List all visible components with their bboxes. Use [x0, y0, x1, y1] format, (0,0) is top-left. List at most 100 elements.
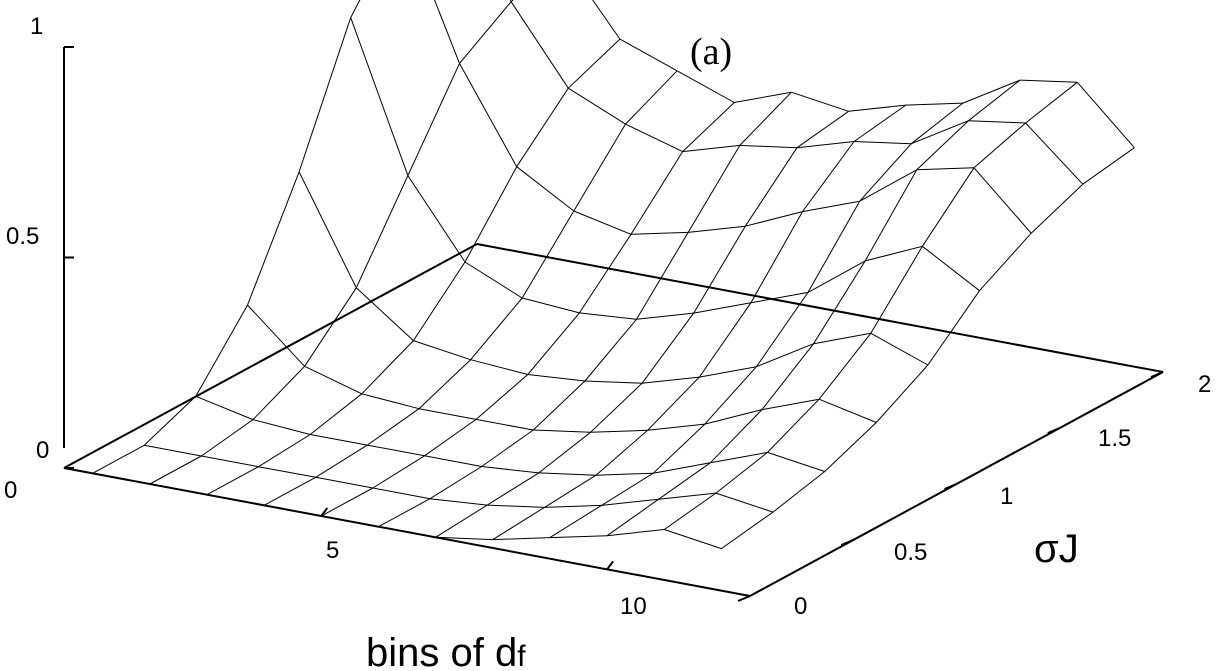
y-tick — [1047, 427, 1061, 434]
mesh-segment-x — [693, 302, 751, 314]
mesh-segment-y — [252, 365, 305, 420]
mesh-segment-x — [688, 225, 746, 233]
mesh-segment-y — [361, 340, 414, 395]
mesh-segment-x — [476, 418, 534, 431]
mesh-segment-y — [647, 376, 700, 431]
mesh-segment-y — [481, 429, 534, 467]
y-tick — [840, 539, 854, 546]
z-tick-label-1: 1 — [30, 13, 43, 40]
mesh-segment-y — [698, 302, 752, 378]
mesh-segment-x — [549, 535, 608, 539]
y-tick-label-2: 2 — [1198, 371, 1211, 398]
mesh-segment-y — [304, 287, 357, 367]
mesh-segment-y — [309, 393, 363, 435]
mesh-segment-x — [492, 537, 550, 541]
x-tick — [320, 507, 329, 517]
mesh-segment-y — [355, 175, 409, 289]
mesh-segment-y — [1082, 147, 1135, 185]
mesh-segment-y — [802, 141, 855, 212]
mesh-segment-y — [201, 419, 254, 457]
mesh-segment-x — [922, 245, 980, 292]
mesh-segment-y — [739, 91, 792, 146]
mesh-segment-y — [916, 120, 969, 171]
mesh-segment-y — [590, 382, 643, 433]
mesh-segment-x — [361, 393, 420, 410]
mesh-segment-x — [247, 304, 305, 367]
mesh-segment-y — [459, 1, 512, 64]
mesh-segment-y — [767, 398, 820, 453]
panel-label: (a) — [690, 31, 732, 73]
mesh-segment-x — [818, 398, 877, 423]
mesh-segment-x — [418, 408, 477, 420]
floor-edge-back — [476, 243, 1164, 373]
floor-edge-left — [63, 243, 478, 469]
mesh-segment-y — [532, 380, 586, 431]
mesh-segment-x — [848, 104, 906, 112]
mesh-segment-y — [544, 474, 597, 508]
mesh-segment-x — [258, 466, 316, 478]
mesh-segment-x — [653, 462, 711, 474]
mesh-segment-x — [642, 376, 700, 384]
mesh-segment-x — [647, 423, 705, 431]
mesh-segment-x — [601, 498, 659, 506]
mesh-segment-y — [625, 70, 678, 125]
mesh-segment-y — [927, 290, 980, 366]
mesh-segment-y — [527, 312, 580, 375]
mesh-segment-y — [796, 110, 849, 149]
mesh-segment-x — [407, 175, 466, 263]
mesh-segment-x — [865, 245, 923, 262]
mesh-segment-y — [853, 104, 907, 142]
mesh-segment-x — [704, 409, 763, 425]
mesh-segment-y — [475, 374, 529, 420]
x-axis-title-main: bins of d — [366, 631, 517, 671]
mesh-segment-y — [910, 102, 964, 145]
mesh-segment-x — [434, 0, 460, 64]
mesh-segment-x — [859, 169, 918, 202]
mesh-segment-x — [682, 144, 740, 153]
mesh-segment-x — [796, 141, 855, 149]
mesh-segment-y — [549, 504, 602, 539]
mesh-segment-x — [734, 91, 792, 103]
mesh-segment-y — [818, 332, 872, 400]
mesh-segment-x — [509, 0, 512, 2]
mesh-segment-y — [510, 0, 514, 3]
mesh-segment-x — [619, 38, 678, 72]
mesh-segment-x — [510, 1, 569, 89]
mesh-segment-y — [693, 225, 746, 314]
mesh-segment-x — [854, 141, 912, 145]
x-tick-label-10: 10 — [620, 593, 647, 620]
mesh-segment-y — [315, 444, 368, 478]
mesh-segment-y — [263, 476, 316, 506]
y-axis-title: σJ — [1034, 527, 1079, 571]
mesh-segment-y — [595, 429, 648, 476]
mesh-segment-x — [870, 332, 929, 366]
mesh-segment-x — [905, 102, 963, 106]
mesh-segment-x — [813, 332, 871, 345]
mesh-segment-x — [584, 380, 643, 384]
mesh-segment-x — [630, 231, 689, 235]
mesh-segment-x — [315, 476, 373, 489]
mesh-segment-x — [767, 451, 825, 472]
y-tick-label-0-5: 0.5 — [894, 539, 927, 566]
mesh-segment-y — [247, 171, 300, 306]
mesh-segment-y — [470, 297, 523, 361]
mesh-segment-y — [641, 312, 695, 384]
mesh-segment-y — [298, 17, 352, 173]
mesh-segment-y — [921, 167, 975, 247]
mesh-segment-y — [813, 260, 866, 344]
mesh-segment-y — [435, 504, 488, 538]
mesh-segment-x — [699, 366, 757, 378]
surface-mesh — [92, 0, 1135, 550]
mesh-segment-x — [911, 120, 969, 145]
mesh-segment-y — [143, 395, 197, 446]
z-tick-label-0: 0 — [36, 437, 49, 464]
mesh-segment-y — [350, 0, 361, 18]
mesh-segment-y — [721, 511, 774, 550]
mesh-segment-y — [682, 102, 735, 152]
mesh-segment-y — [418, 359, 471, 410]
mesh-segment-x — [350, 17, 409, 176]
mesh-segment-x — [459, 63, 518, 167]
mesh-segment-x — [144, 444, 202, 457]
mesh-segment-x — [310, 434, 368, 446]
mesh-segment-y — [973, 122, 1026, 169]
